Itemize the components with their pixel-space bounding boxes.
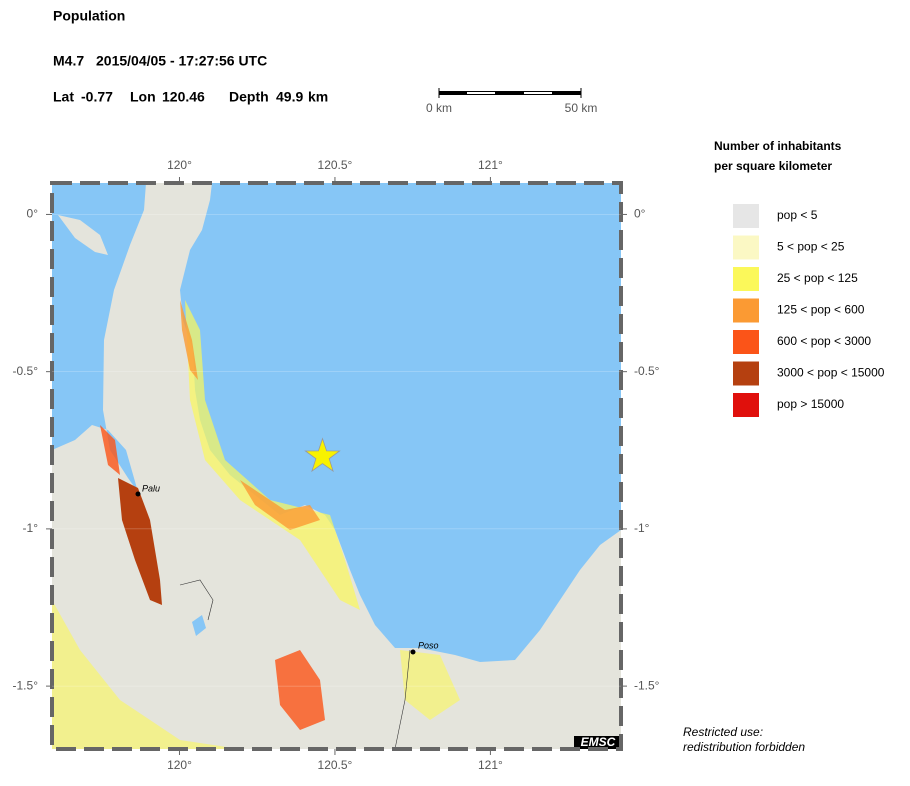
scale-bar — [438, 88, 582, 98]
datetime: 2015/04/05 - 17:27:56 UTC — [96, 53, 267, 69]
sea — [180, 183, 621, 662]
depth-value: 49.9 — [276, 89, 303, 105]
lon-value: 120.46 — [162, 89, 205, 105]
coastline — [179, 579, 411, 750]
city-marker — [135, 491, 141, 497]
lon-tick-label: 121° — [478, 158, 503, 172]
city-marker — [410, 649, 416, 655]
legend-label: 125 < pop < 600 — [777, 303, 865, 317]
lat-tick-label: -1.5° — [634, 678, 660, 692]
legend-swatch — [733, 298, 759, 323]
legend-swatch — [733, 330, 759, 354]
lat-label: Lat — [53, 89, 74, 105]
credit-box — [574, 736, 621, 749]
legend-label: 25 < pop < 125 — [777, 271, 858, 285]
legend-title: Number of inhabitants — [714, 139, 842, 153]
lon-tick-label: 120° — [167, 158, 192, 172]
population — [185, 300, 360, 610]
legend-title: per square kilometer — [714, 159, 832, 173]
magnitude: M4.7 — [53, 53, 84, 69]
credit: EMSC — [581, 735, 616, 749]
legend-swatch — [733, 361, 759, 386]
legend-swatch — [733, 393, 759, 417]
population — [118, 478, 162, 605]
depth-unit: km — [308, 89, 328, 105]
sea — [52, 183, 146, 492]
lon-label: Lon — [130, 89, 156, 105]
map: Palu Poso EMSC — [50, 181, 623, 751]
legend-label: 5 < pop < 25 — [777, 240, 845, 254]
lake — [192, 615, 206, 636]
lat-tick-label: 0° — [27, 207, 39, 221]
population — [180, 300, 320, 530]
lon-tick-label: 120.5° — [318, 758, 353, 772]
legend-label: pop > 15000 — [777, 397, 844, 411]
scale-start: 0 km — [426, 101, 452, 115]
scale-end: 50 km — [565, 101, 598, 115]
land — [58, 215, 108, 255]
lat-tick-label: -1.5° — [13, 678, 39, 692]
lat-value: -0.77 — [81, 89, 113, 105]
title: Population — [53, 8, 125, 24]
epicenter — [304, 437, 341, 473]
lon-tick-label: 120° — [167, 758, 192, 772]
legend-label: 600 < pop < 3000 — [777, 334, 871, 348]
legend-swatch — [733, 267, 759, 291]
legend-label: 3000 < pop < 15000 — [777, 366, 885, 380]
frame — [50, 181, 623, 751]
notice: Restricted use: — [683, 725, 763, 739]
population — [100, 425, 325, 730]
lat-tick-label: -1° — [23, 521, 39, 535]
city-label: Poso — [418, 640, 439, 650]
city-label: Palu — [142, 483, 160, 493]
legend-label: pop < 5 — [777, 208, 818, 222]
lat-tick-label: -1° — [634, 521, 650, 535]
lat-tick-label: -0.5° — [634, 364, 660, 378]
lat-tick-label: -0.5° — [13, 364, 39, 378]
notice: redistribution forbidden — [683, 740, 805, 754]
lat-tick-label: 0° — [634, 207, 646, 221]
legend-swatch — [733, 204, 759, 228]
lon-tick-label: 121° — [478, 758, 503, 772]
depth-label: Depth — [229, 89, 269, 105]
lon-tick-label: 120.5° — [318, 158, 353, 172]
legend-swatch — [733, 235, 759, 260]
population — [52, 600, 460, 749]
